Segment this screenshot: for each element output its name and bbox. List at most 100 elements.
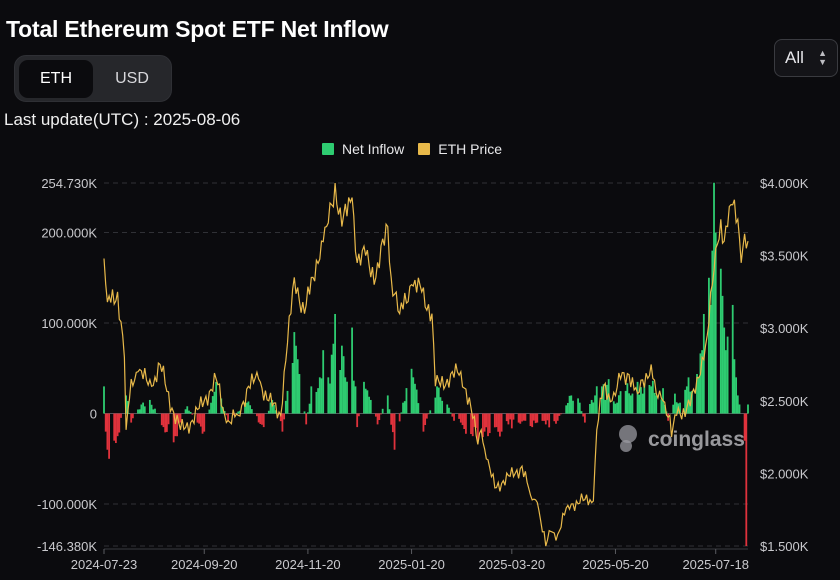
inflow-bar [629, 395, 632, 414]
outflow-bar [505, 413, 508, 422]
inflow-bar [310, 386, 313, 414]
outflow-bar [553, 413, 556, 422]
outflow-bar [232, 413, 235, 416]
right-axis-tick-label: $3.500K [760, 249, 809, 264]
right-axis-tick-label: $2.500K [760, 394, 809, 409]
left-axis-tick-label: 0 [90, 407, 97, 422]
outflow-bar [281, 413, 284, 432]
outflow-bar [174, 413, 177, 437]
left-axis-tick-label: -146.380K [37, 539, 97, 554]
inflow-bar [271, 399, 274, 414]
legend-eth-price[interactable]: ETH Price [418, 141, 502, 157]
inflow-bar [103, 386, 105, 414]
inflow-bar [366, 390, 369, 414]
inflow-bar [655, 395, 658, 414]
outflow-bar [165, 413, 168, 432]
inflow-bar [364, 388, 367, 414]
outflow-bar [305, 413, 308, 425]
inflow-bar [725, 350, 727, 414]
inflow-bar [580, 411, 583, 414]
outflow-bar [476, 413, 479, 441]
outflow-bar [522, 413, 525, 421]
inflow-bar [714, 232, 717, 414]
usd-toggle-button[interactable]: USD [115, 70, 149, 87]
outflow-bar [114, 413, 117, 444]
inflow-bar [643, 383, 646, 414]
inflow-bar [318, 377, 321, 414]
legend-net-inflow[interactable]: Net Inflow [322, 141, 404, 157]
inflow-bar [295, 345, 297, 414]
outflow-bar [524, 413, 527, 421]
outflow-bar [225, 413, 228, 416]
inflow-bar [738, 404, 741, 414]
inflow-bar [247, 401, 250, 414]
outflow-bar [493, 413, 496, 428]
inflow-bar [719, 268, 722, 414]
outflow-bar [116, 413, 119, 437]
inflow-bar [614, 403, 617, 414]
outflow-bar [583, 413, 586, 423]
inflow-bar [595, 386, 598, 414]
x-axis-tick-label: 2025-03-20 [479, 557, 546, 572]
inflow-bar [320, 378, 323, 414]
outflow-bar [473, 413, 476, 427]
outflow-bar [357, 413, 360, 417]
coinglass-watermark: coinglass [619, 425, 745, 452]
inflow-bar [286, 390, 289, 414]
right-axis-tick-label: $3.000K [760, 321, 809, 336]
inflow-bar [296, 359, 299, 414]
range-select[interactable]: All ▲ ▼ [774, 39, 838, 77]
outflow-bar [459, 413, 462, 423]
legend-net-inflow-label: Net Inflow [342, 141, 405, 157]
outflow-bar [488, 413, 491, 434]
inflow-bar [607, 379, 610, 414]
inflow-bar [412, 377, 415, 414]
legend-eth-price-label: ETH Price [438, 141, 503, 157]
inflow-bar [600, 386, 603, 414]
eth-price-swatch [418, 143, 431, 155]
outflow-bar [475, 413, 478, 428]
outflow-bar [517, 413, 520, 423]
eth-toggle-button[interactable]: ETH [19, 60, 93, 98]
inflow-bar [143, 406, 146, 414]
left-axis-tick-label: 200.000K [41, 226, 97, 241]
outflow-bar [376, 413, 379, 425]
outflow-bar [130, 413, 133, 423]
outflow-bar [198, 413, 201, 424]
inflow-bar [215, 381, 218, 414]
inflow-bar [405, 388, 408, 414]
inflow-bar [691, 390, 693, 414]
inflow-bar [125, 395, 127, 414]
outflow-bar [118, 413, 121, 433]
inflow-bar [403, 401, 406, 414]
outflow-bar [256, 413, 258, 417]
outflow-bar [378, 413, 381, 421]
inflow-bar [381, 408, 384, 414]
outflow-bar [427, 413, 430, 415]
inflow-bar [702, 313, 705, 414]
unit-toggle: ETH USD [14, 55, 172, 102]
inflow-bar [330, 354, 333, 414]
outflow-bar [120, 413, 122, 418]
inflow-bar [213, 391, 216, 414]
outflow-bar [113, 413, 116, 441]
inflow-bar [293, 332, 296, 414]
inflow-bar [687, 377, 690, 414]
inflow-bar [148, 399, 151, 414]
inflow-bar [137, 409, 139, 414]
inflow-bar [327, 377, 330, 414]
coinglass-logo-icon [619, 425, 637, 443]
outflow-bar [521, 413, 523, 422]
inflow-bar [138, 409, 141, 414]
inflow-bar [674, 393, 676, 414]
outflow-bar [176, 413, 178, 437]
inflow-bar [578, 402, 581, 414]
last-update-text: Last update(UTC) : 2025-08-06 [4, 110, 241, 129]
inflow-bar [708, 277, 710, 414]
outflow-bar [391, 413, 394, 433]
inflow-bar [624, 390, 627, 414]
inflow-bar [679, 402, 681, 414]
inflow-bar [222, 407, 224, 414]
inflow-bar [386, 395, 389, 414]
outflow-bar [499, 413, 501, 437]
